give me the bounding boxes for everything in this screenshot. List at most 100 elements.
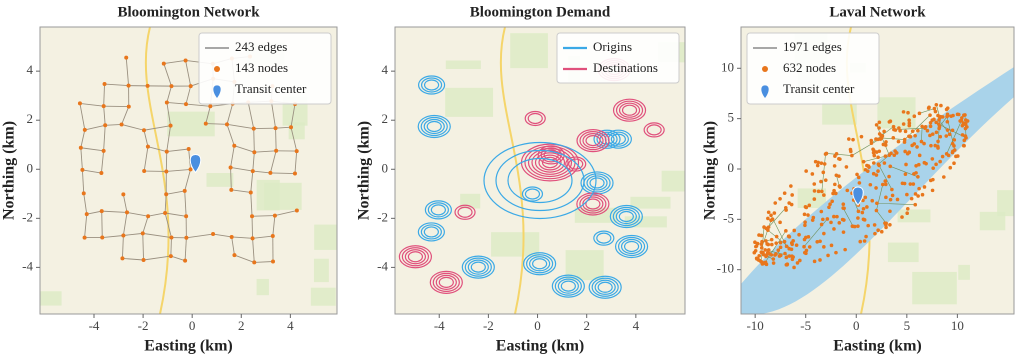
road-node (141, 231, 145, 235)
road-node (891, 136, 895, 140)
road-node (963, 113, 967, 117)
park (912, 272, 957, 304)
road-node (901, 181, 905, 185)
legend-label: Origins (593, 39, 632, 54)
road-node (230, 235, 234, 239)
road-node (295, 149, 299, 153)
road-node (928, 113, 932, 117)
road-node (911, 129, 915, 133)
road-node (923, 185, 927, 189)
road-node (293, 172, 297, 176)
road-node (124, 56, 128, 60)
road-node (863, 239, 867, 243)
road-node (127, 84, 131, 88)
road-node (772, 261, 776, 265)
x-tick-label: -4 (89, 318, 100, 333)
road-node (827, 205, 831, 209)
road-node (952, 138, 956, 142)
road-node (888, 120, 892, 124)
road-node (936, 145, 940, 149)
road-node (823, 162, 827, 166)
road-node (877, 126, 881, 130)
road-node (102, 149, 106, 153)
road-node (877, 162, 881, 166)
road-node (763, 248, 767, 252)
road-node (905, 211, 909, 215)
x-tick-label: 5 (904, 318, 911, 333)
road-node (917, 187, 921, 191)
road-node (162, 62, 166, 66)
road-node (882, 130, 886, 134)
road-node (931, 166, 935, 170)
road-node (927, 106, 931, 110)
road-node (769, 213, 773, 217)
road-node (872, 161, 876, 165)
road-node (920, 140, 924, 144)
road-node (818, 258, 822, 262)
road-node (762, 225, 766, 229)
legend-label: 632 nodes (783, 60, 836, 75)
park (491, 232, 539, 256)
road-node (909, 135, 913, 139)
road-node (884, 196, 888, 200)
road-node (804, 169, 808, 173)
road-node (912, 182, 916, 186)
y-tick-label: 2 (27, 111, 34, 126)
road-node (775, 235, 779, 239)
figure: -4-2024-4-2024Bloomington NetworkEasting… (0, 0, 1018, 358)
x-axis-label: Easting (km) (496, 338, 584, 355)
road-node (820, 223, 824, 227)
road-node (875, 209, 879, 213)
road-node (951, 149, 955, 153)
road-node (918, 112, 922, 116)
road-node (785, 263, 789, 267)
road-node (790, 241, 794, 245)
road-node (862, 207, 866, 211)
road-node (797, 233, 801, 237)
road-node (841, 206, 845, 210)
road-node (766, 243, 770, 247)
road-node (776, 248, 780, 252)
road-node (766, 217, 770, 221)
road-node (169, 236, 173, 240)
road-node (252, 127, 256, 131)
road-node (887, 175, 891, 179)
road-node (767, 225, 771, 229)
road-node (906, 207, 910, 211)
road-node (833, 164, 837, 168)
road-node (851, 138, 855, 142)
park (314, 225, 350, 250)
road-edge (254, 129, 255, 153)
road-node (833, 183, 837, 187)
road-node (103, 82, 107, 86)
road-node (271, 259, 275, 263)
road-node (813, 189, 817, 193)
y-tick-label: 2 (382, 111, 389, 126)
road-node (845, 189, 849, 193)
road-node (252, 150, 256, 154)
road-node (142, 169, 146, 173)
road-node (937, 122, 941, 126)
road-node (232, 144, 236, 148)
road-node (755, 257, 759, 261)
road-node (252, 260, 256, 264)
road-node (888, 209, 892, 213)
road-node (803, 251, 807, 255)
road-node (783, 191, 787, 195)
road-node (766, 228, 770, 232)
road-node (915, 145, 919, 149)
road-node (849, 150, 853, 154)
road-node (931, 157, 935, 161)
chart-title: Laval Network (829, 4, 926, 20)
road-node (295, 209, 299, 213)
road-node (946, 114, 950, 118)
road-node (897, 140, 901, 144)
road-node (807, 235, 811, 239)
legend-label: 143 nodes (235, 60, 288, 75)
road-node (834, 192, 838, 196)
road-node (869, 183, 873, 187)
road-node (125, 210, 129, 214)
park (980, 212, 1006, 230)
road-node (811, 218, 815, 222)
road-node (754, 245, 758, 249)
